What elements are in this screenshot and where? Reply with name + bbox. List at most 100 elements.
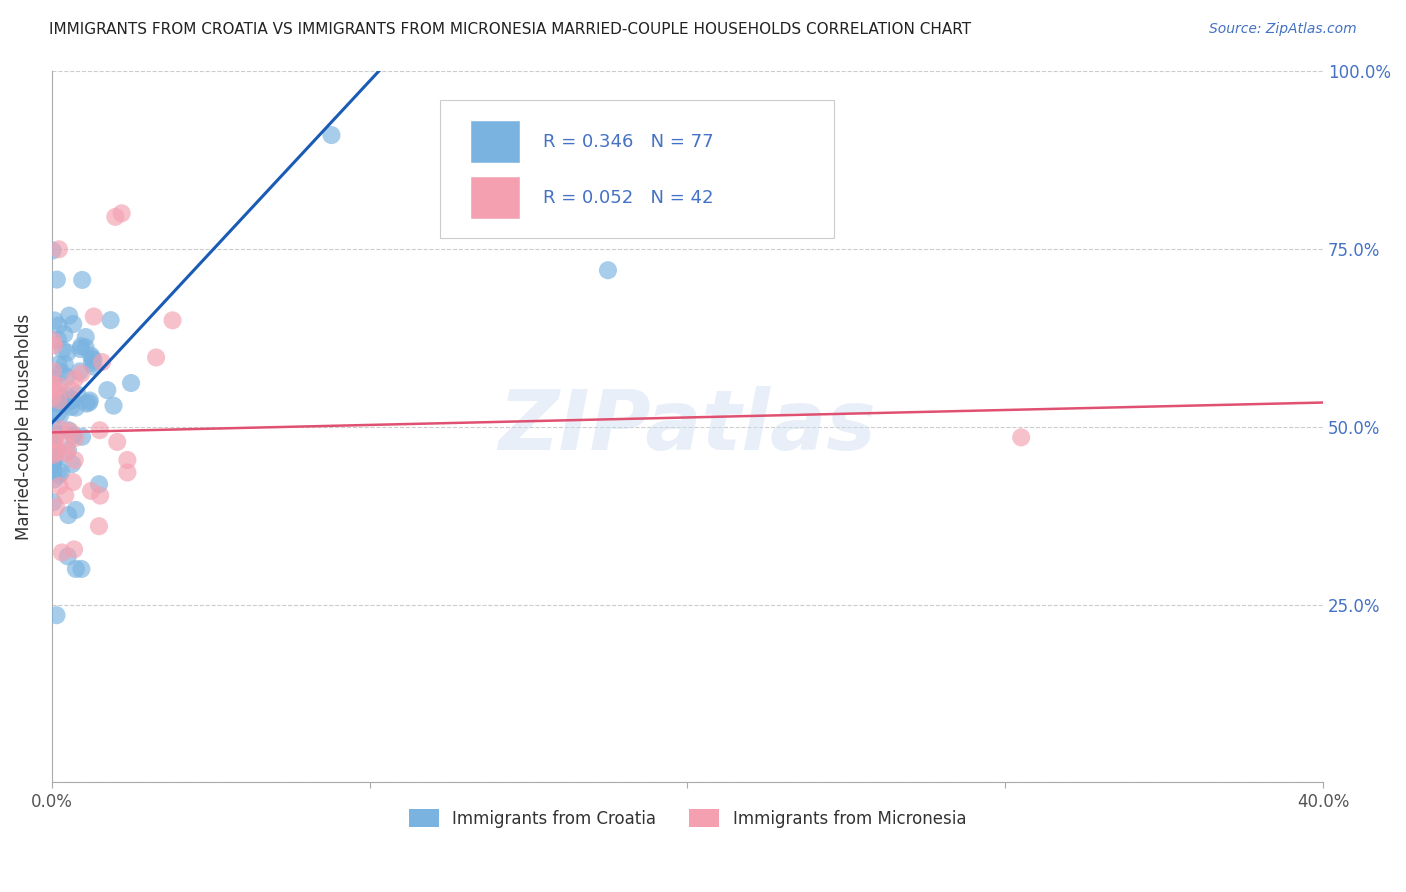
Point (44, 313, 66, 327)
Point (60, 393, 83, 408)
Point (48, 468, 70, 483)
Point (56, 439, 79, 453)
Point (87, 519, 110, 533)
Point (42, 390, 65, 404)
Point (69, 342, 91, 356)
Point (103, 399, 125, 413)
Point (120, 376, 142, 390)
Point (75, 330, 97, 344)
Point (65, 503, 87, 517)
Point (56, 549, 79, 564)
Point (62, 317, 84, 331)
Point (117, 466, 139, 480)
Point (104, 210, 127, 224)
Point (45, 500, 67, 515)
Point (51, 365, 73, 379)
Point (46, 318, 69, 333)
Point (96, 383, 118, 397)
Point (52, 396, 75, 410)
Point (89, 423, 111, 437)
Point (321, 128, 343, 142)
Point (63, 372, 86, 386)
Point (48, 479, 70, 493)
Point (70, 339, 93, 353)
Point (42, 379, 65, 393)
Point (41, 334, 63, 348)
Point (41, 436, 63, 450)
Point (82, 351, 104, 366)
Point (65, 401, 87, 415)
Point (52, 343, 75, 357)
Point (46, 445, 69, 459)
Point (41, 390, 63, 404)
Point (56, 395, 79, 409)
Point (51, 545, 73, 559)
Point (65, 431, 87, 445)
Point (42, 377, 65, 392)
Point (62, 428, 84, 442)
Point (70, 273, 93, 287)
Point (105, 434, 128, 449)
Point (42, 464, 65, 478)
Point (63, 542, 86, 557)
Point (80, 356, 103, 370)
Point (42, 364, 65, 378)
Point (48, 242, 70, 256)
FancyBboxPatch shape (440, 100, 834, 238)
FancyBboxPatch shape (471, 178, 520, 219)
Point (48, 393, 70, 408)
Point (41, 448, 63, 462)
Point (51, 465, 73, 479)
Point (55, 387, 77, 401)
Point (65, 562, 87, 576)
Point (42, 495, 65, 509)
Point (41, 434, 63, 449)
Point (117, 453, 139, 467)
Point (55, 446, 77, 460)
Point (48, 379, 70, 393)
Point (41, 244, 63, 258)
Point (83, 310, 105, 324)
Point (42, 437, 65, 451)
Point (44, 472, 66, 486)
Point (145, 351, 167, 365)
Point (162, 313, 184, 327)
Point (66, 387, 89, 401)
Point (42, 338, 65, 352)
Point (51, 390, 73, 404)
Point (56, 443, 79, 458)
Legend: Immigrants from Croatia, Immigrants from Micronesia: Immigrants from Croatia, Immigrants from… (402, 803, 973, 835)
Point (1010, 430, 1032, 444)
Point (80, 483, 103, 498)
Point (82, 353, 104, 368)
Point (49, 408, 72, 422)
FancyBboxPatch shape (471, 121, 520, 162)
Point (44, 390, 66, 404)
Point (59, 425, 82, 439)
Point (100, 313, 122, 327)
Point (56, 345, 79, 359)
Point (45, 396, 67, 410)
Point (69, 364, 91, 378)
Point (45, 426, 67, 441)
Point (70, 430, 93, 444)
Point (42, 371, 65, 385)
Point (53, 327, 76, 342)
Point (44, 454, 66, 468)
Point (53, 488, 76, 502)
Point (44, 443, 66, 458)
Point (58, 423, 80, 437)
Point (62, 475, 84, 489)
Point (596, 263, 619, 277)
Point (60, 392, 83, 407)
Point (58, 508, 80, 522)
Point (48, 358, 70, 372)
Point (42, 392, 65, 407)
Y-axis label: Married-couple Households: Married-couple Households (15, 314, 32, 540)
Point (51, 422, 73, 436)
Point (82, 359, 104, 374)
Point (45, 608, 67, 623)
Point (44, 452, 66, 467)
Text: R = 0.052   N = 42: R = 0.052 N = 42 (543, 189, 713, 207)
Point (58, 309, 80, 323)
